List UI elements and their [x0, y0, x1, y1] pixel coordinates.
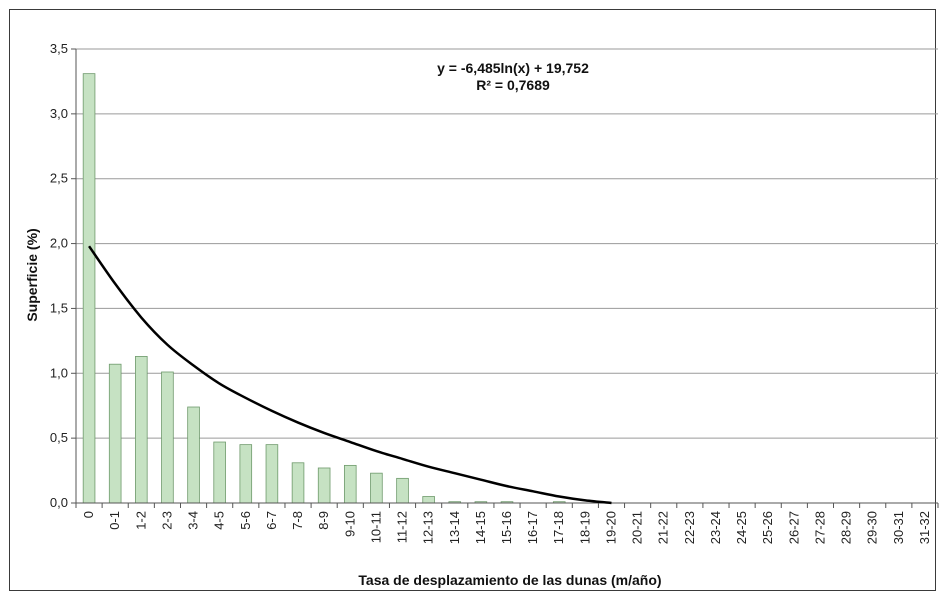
axes	[75, 49, 939, 508]
x-tick-label: 21-22	[656, 511, 671, 544]
y-axis-title: Superficie (%)	[24, 228, 40, 321]
x-tick-label: 2-3	[159, 511, 174, 530]
trendline-r-squared: R² = 0,7689	[476, 77, 550, 93]
x-tick-label: 24-25	[734, 511, 749, 544]
trendline-equation: y = -6,485ln(x) + 19,752	[437, 60, 589, 76]
bar	[317, 467, 331, 504]
x-tick-label: 31-32	[917, 511, 932, 544]
x-tick-label: 27-28	[812, 511, 827, 544]
x-tick-label: 15-16	[499, 511, 514, 544]
bar	[82, 73, 96, 504]
x-tick-label: 18-19	[577, 511, 592, 544]
x-tick-label: 1-2	[133, 511, 148, 530]
bar	[370, 472, 383, 504]
x-tick-label: 7-8	[290, 511, 305, 530]
x-tick-label: 19-20	[603, 511, 618, 544]
x-tick-label: 3-4	[186, 511, 201, 530]
y-tick-label: 0,0	[50, 495, 68, 510]
x-tick-labels: 0 0-1 1-2 2-3 3-4 4-5 5-6 6-7 7-8 8-9 9-10 10-11 11-…	[81, 511, 932, 544]
x-tick-label: 9-10	[342, 511, 357, 537]
x-tick-label: 26-27	[786, 511, 801, 544]
gridlines	[71, 48, 938, 504]
bar	[239, 444, 253, 504]
x-tick-label: 6-7	[264, 511, 279, 530]
bar	[422, 496, 435, 504]
y-tick-label: 1,0	[50, 365, 68, 380]
x-tick-label: 17-18	[551, 511, 566, 544]
y-tick-label: 1,5	[50, 300, 68, 315]
x-tick-label: 30-31	[891, 511, 906, 544]
x-axis-title: Tasa de desplazamiento de las dunas (m/a…	[358, 572, 661, 588]
bar	[108, 363, 122, 504]
x-tick-label: 23-24	[708, 511, 723, 544]
x-tick-label: 29-30	[865, 511, 880, 544]
x-tick-label: 12-13	[421, 511, 436, 544]
bar	[213, 441, 226, 504]
bar	[343, 464, 357, 504]
x-tick-label: 14-15	[473, 511, 488, 544]
x-tick-label: 16-17	[525, 511, 540, 544]
x-tick-label: 11-12	[395, 511, 410, 543]
x-tick-label: 28-29	[839, 511, 854, 544]
x-tick-label: 10-11	[368, 511, 383, 543]
bar	[187, 406, 200, 504]
bar	[135, 356, 148, 504]
bars	[82, 73, 566, 504]
x-tick-label: 0	[81, 511, 96, 518]
x-tick-label: 4-5	[212, 511, 227, 530]
x-tick-label: 5-6	[238, 511, 253, 530]
x-tick-label: 25-26	[760, 511, 775, 544]
x-tick-label: 0-1	[107, 511, 122, 530]
bar	[291, 462, 305, 504]
y-tick-label: 3,5	[50, 41, 68, 56]
x-tick-label: 8-9	[316, 511, 331, 530]
y-tick-label: 2,5	[50, 171, 68, 186]
y-tick-label: 2,0	[50, 236, 68, 251]
x-tick-label: 13-14	[447, 511, 462, 544]
x-tick-label: 20-21	[630, 511, 645, 544]
bar	[265, 444, 279, 504]
y-tick-labels: 0,0 0,5 1,0 1,5 2,0 2,5 3,0 3,5	[50, 41, 68, 510]
y-tick-label: 0,5	[50, 430, 68, 445]
y-tick-label: 3,0	[50, 106, 68, 121]
x-tick-label: 22-23	[682, 511, 697, 544]
bar	[396, 477, 409, 504]
bar	[161, 371, 174, 504]
trendline	[88, 245, 612, 505]
